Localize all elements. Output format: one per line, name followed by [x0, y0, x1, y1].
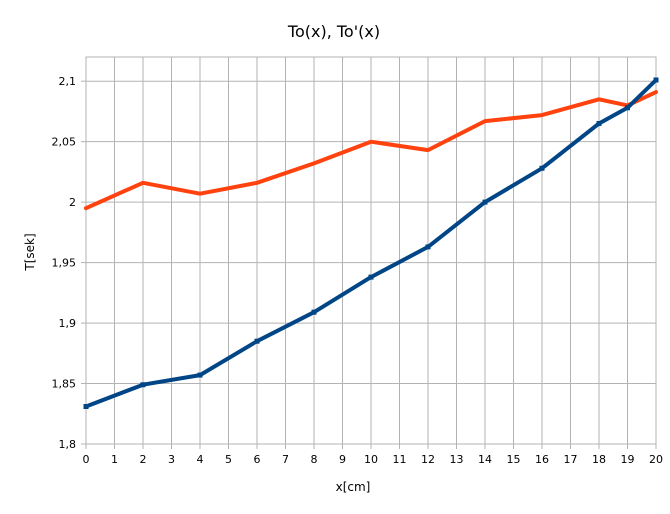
x-tick-label: 16 — [535, 453, 549, 466]
x-tick-label: 6 — [254, 453, 261, 466]
x-tick-label: 1 — [111, 453, 118, 466]
data-point — [140, 382, 146, 388]
x-tick-label: 7 — [282, 453, 289, 466]
y-tick-label: 2,05 — [52, 136, 77, 149]
series-line-1 — [84, 78, 658, 409]
x-tick-label: 11 — [393, 453, 407, 466]
y-tick-label: 1,95 — [52, 257, 77, 270]
data-point — [311, 309, 317, 315]
y-tick-label: 1,9 — [59, 317, 77, 330]
x-tick-label: 4 — [197, 453, 204, 466]
x-tick-label: 17 — [564, 453, 578, 466]
y-axis-label: T[sek] — [23, 233, 37, 271]
x-tick-label: 3 — [168, 453, 175, 466]
x-tick-label: 9 — [339, 453, 346, 466]
plot-area-frame — [85, 56, 657, 445]
x-tick-label: 0 — [83, 453, 90, 466]
x-axis-tick-labels: 0 1 2 3 4 5 6 7 8 9 10 11 12 13 14 15 16 17 18 19 20 — [83, 453, 664, 466]
x-tick-label: 8 — [311, 453, 318, 466]
x-tick-label: 12 — [421, 453, 435, 466]
y-tick-label: 2,1 — [59, 75, 77, 88]
data-point — [254, 338, 260, 344]
x-tick-label: 5 — [225, 453, 232, 466]
x-tick-label: 19 — [621, 453, 635, 466]
data-point — [596, 121, 602, 127]
series-line-2 — [84, 90, 658, 211]
series-lines — [83, 77, 659, 410]
data-point — [539, 165, 545, 171]
data-point — [197, 372, 203, 378]
x-tick-label: 15 — [507, 453, 521, 466]
data-point — [482, 199, 488, 205]
y-tick-label: 2 — [69, 196, 76, 209]
chart-title: To(x), To'(x) — [287, 22, 380, 41]
y-axis-tick-labels: 1,8 1,85 1,9 1,95 2 2,05 2,1 — [52, 75, 77, 451]
x-tick-label: 14 — [478, 453, 492, 466]
x-tick-label: 2 — [140, 453, 147, 466]
y-tick-label: 1,85 — [52, 378, 77, 391]
data-point — [625, 105, 630, 111]
data-point — [425, 244, 431, 250]
grid-lines — [81, 57, 657, 449]
y-tick-label: 1,8 — [59, 438, 77, 451]
x-axis-label: x[cm] — [336, 480, 371, 494]
x-tick-label: 13 — [450, 453, 464, 466]
data-point — [368, 274, 374, 280]
x-tick-label: 18 — [592, 453, 606, 466]
data-point — [653, 77, 659, 83]
x-tick-label: 20 — [649, 453, 663, 466]
data-point — [83, 404, 89, 410]
x-tick-label: 10 — [364, 453, 378, 466]
